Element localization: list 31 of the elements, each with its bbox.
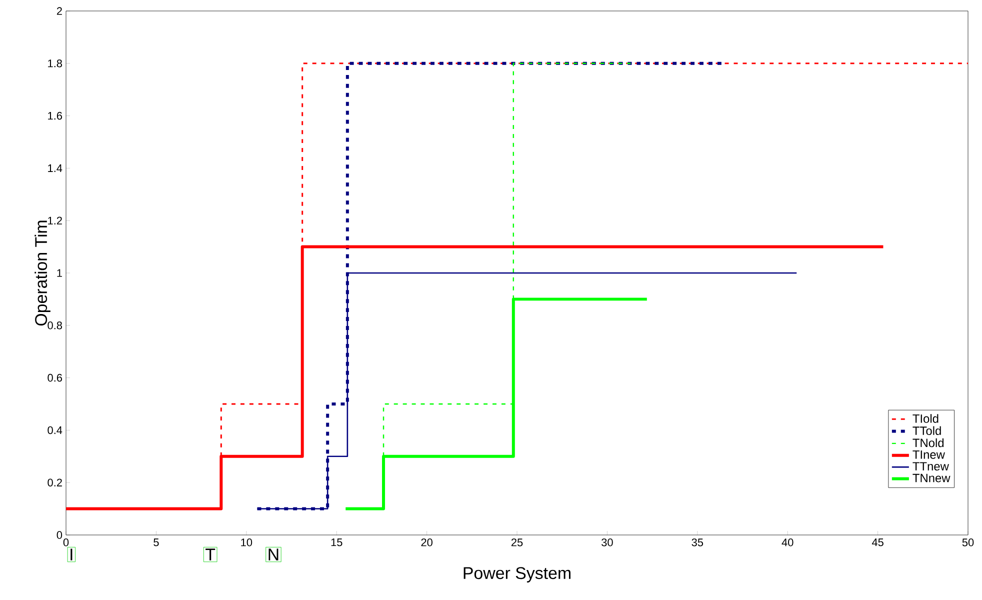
text: N: [268, 548, 278, 560]
legend-label: TInew: [912, 450, 945, 459]
y-tick-label: 1.4: [48, 164, 62, 172]
x-tick-label: 40: [782, 538, 794, 546]
y-tick-label: 1.2: [48, 216, 62, 224]
legend-label: TNnew: [912, 474, 950, 482]
y-tick-label: 2: [56, 7, 62, 15]
legend-label: TNold: [912, 438, 944, 448]
x-tick-label: 25: [511, 538, 523, 546]
x-tick-label: 20: [421, 538, 432, 546]
text: T: [206, 548, 216, 560]
x-tick-label: 10: [241, 538, 252, 546]
legend-label: TIold: [912, 414, 938, 423]
x-tick-label: 5: [154, 538, 159, 546]
x-tick-label: 0: [63, 538, 69, 546]
x-axis-title: Power System: [464, 567, 570, 582]
text: I: [70, 548, 72, 560]
x-tick-label: 15: [331, 538, 342, 546]
y-tick-label: 0.4: [48, 426, 62, 434]
y-tick-label: 1: [57, 269, 62, 277]
x-tick-label: 50: [962, 538, 974, 546]
x-tick-label: 35: [692, 538, 704, 546]
y-tick-label: 1.6: [48, 112, 62, 120]
x-tick-label: 45: [872, 538, 884, 546]
y-tick-label: 1.8: [48, 60, 62, 68]
x-tick-label: 30: [602, 538, 613, 546]
y-tick-label: 0.2: [48, 478, 62, 486]
legend-label: TTnew: [912, 462, 949, 471]
legend-label: TTold: [912, 426, 941, 435]
y-tick-label: 0: [56, 531, 62, 539]
y-tick-label: 0.6: [48, 374, 62, 382]
